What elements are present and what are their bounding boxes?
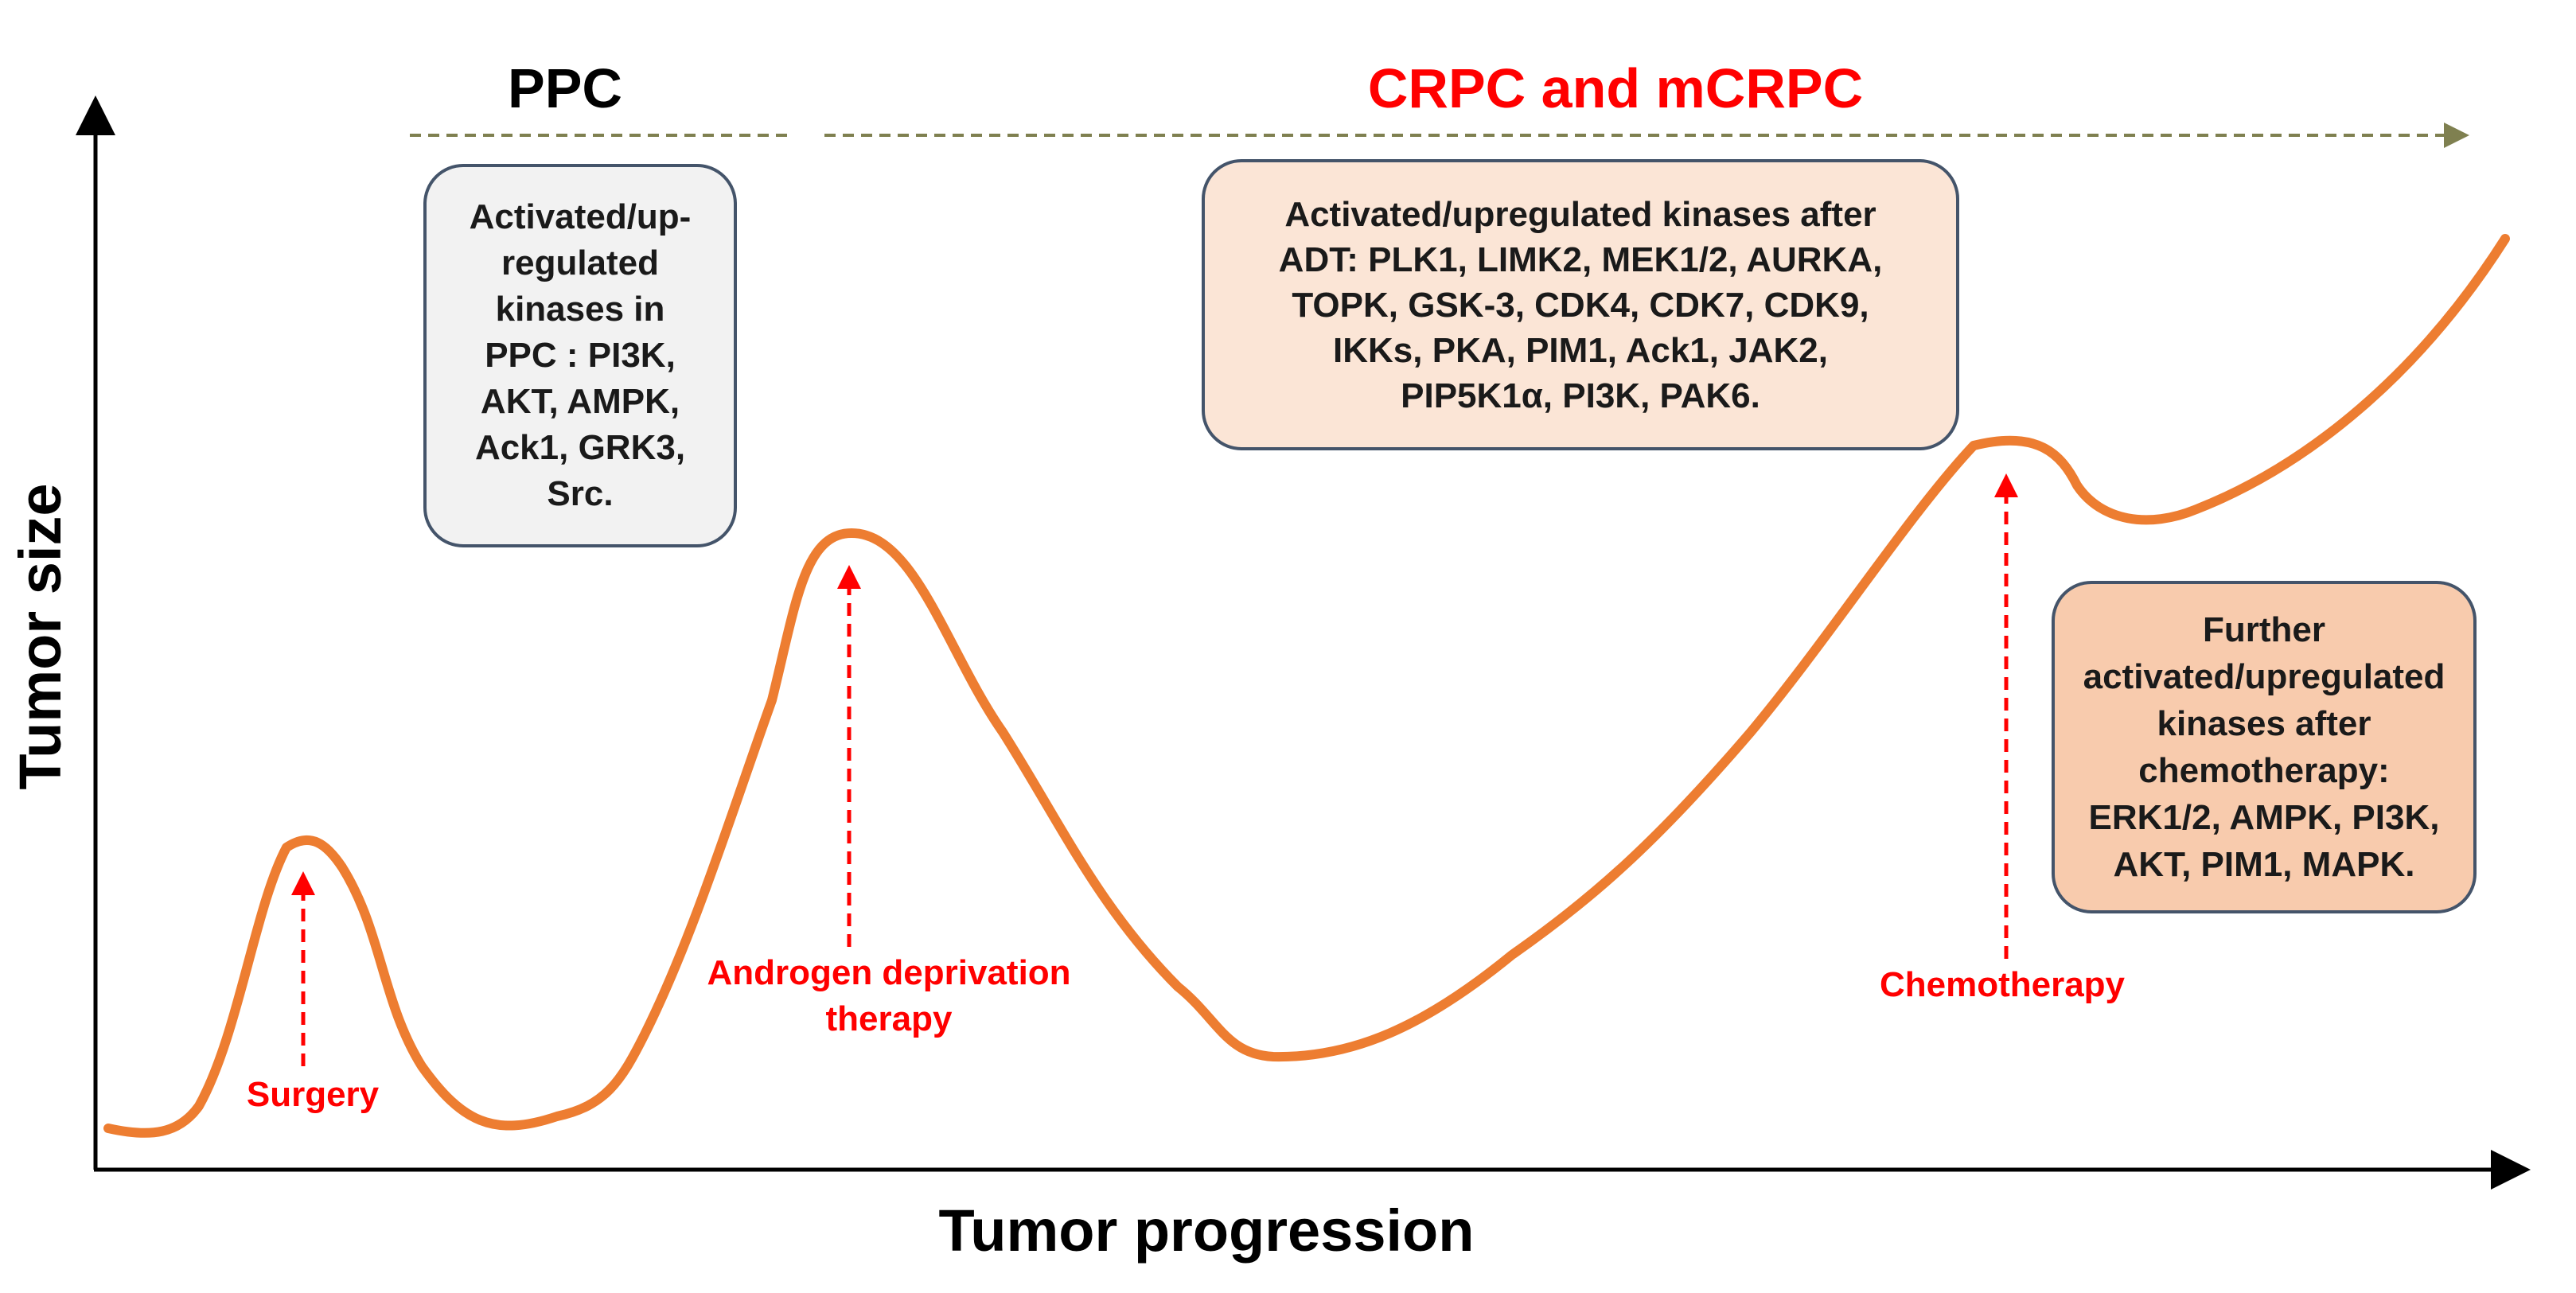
- surgery-label: Surgery: [247, 1075, 380, 1114]
- chemo-kinases-line: chemotherapy:: [2138, 751, 2390, 790]
- adt-kinases-line: TOPK, GSK-3, CDK4, CDK7, CDK9,: [1292, 285, 1869, 325]
- ppc-kinases-line: Activated/up-: [469, 197, 692, 236]
- ppc-kinases-line: kinases in: [495, 290, 665, 329]
- ppc-kinases-line: AKT, AMPK,: [480, 382, 680, 421]
- tumor-size-curve: [103, 234, 2510, 1138]
- chemo-kinases-line: activated/upregulated: [2083, 657, 2445, 696]
- chemo-label: Chemotherapy: [1880, 965, 2126, 1004]
- adt-kinases-box: Activated/upregulated kinases after ADT:…: [1202, 159, 1959, 450]
- ppc-kinases-line: Ack1, GRK3,: [474, 428, 686, 467]
- chemo-kinases-line: ERK1/2, AMPK, PI3K,: [2088, 798, 2440, 837]
- adt-kinases-line: Activated/upregulated kinases after: [1284, 194, 1876, 234]
- ppc-kinases-line: Src.: [547, 474, 614, 513]
- x-axis-title: Tumor progression: [939, 1198, 1475, 1264]
- adt-kinases-line: PIP5K1α, PI3K, PAK6.: [1401, 376, 1760, 415]
- ppc-kinases-line: PPC : PI3K,: [485, 336, 676, 375]
- adt-label-line1: Androgen deprivation: [707, 953, 1070, 992]
- chemo-kinases-line: kinases after: [2157, 704, 2371, 743]
- chemo-kinases-line: Further: [2203, 610, 2325, 649]
- ppc-kinases-line: regulated: [501, 243, 660, 282]
- ppc-kinases-box: Activated/up- regulated kinases in PPC :…: [423, 164, 737, 547]
- phase-ppc-title: PPC: [508, 57, 622, 119]
- adt-kinases-line: IKKs, PKA, PIM1, Ack1, JAK2,: [1333, 330, 1828, 370]
- chemo-kinases-line: AKT, PIM1, MAPK.: [2113, 845, 2415, 884]
- phase-crpc-title: CRPC and mCRPC: [1368, 57, 1863, 119]
- adt-kinases-line: ADT: PLK1, LIMK2, MEK1/2, AURKA,: [1278, 240, 1883, 279]
- adt-label-line2: therapy: [826, 999, 953, 1038]
- chemo-kinases-box: Further activated/upregulated kinases af…: [2052, 581, 2477, 913]
- y-axis-title: Tumor size: [7, 483, 73, 789]
